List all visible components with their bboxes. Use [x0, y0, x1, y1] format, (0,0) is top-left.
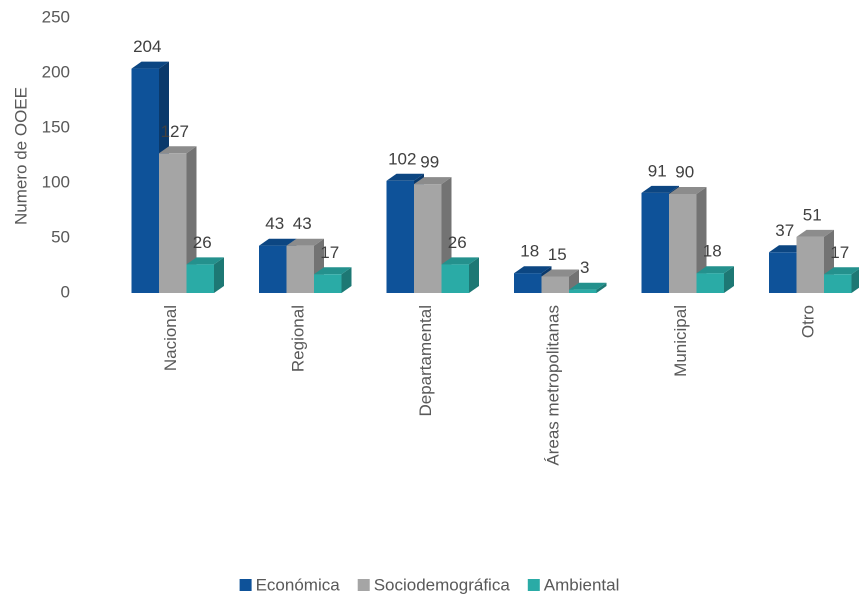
- bar: [514, 273, 542, 293]
- bar-top: [569, 282, 607, 290]
- data-label: 127: [161, 122, 189, 141]
- bar: [314, 274, 342, 293]
- bar-top: [386, 173, 424, 181]
- bar-top: [824, 267, 859, 275]
- bar: [696, 273, 724, 293]
- bar-side: [341, 267, 352, 293]
- data-label: 43: [293, 214, 312, 233]
- data-label: 204: [133, 37, 161, 56]
- x-tick-label: Nacional: [161, 305, 180, 371]
- bar: [131, 68, 159, 293]
- bar-top: [641, 185, 679, 193]
- data-label: 18: [703, 242, 722, 261]
- bar: [569, 289, 597, 293]
- y-axis-title: Numero de OOEE: [11, 87, 30, 225]
- data-label: 91: [648, 161, 667, 180]
- bar-3d: [286, 238, 324, 293]
- bar-top: [441, 257, 479, 265]
- x-tick-label: Departamental: [416, 305, 435, 417]
- bar: [441, 264, 469, 293]
- bar: [386, 180, 414, 293]
- bar-3d: [314, 267, 352, 293]
- data-label: 99: [420, 153, 439, 172]
- data-label: 17: [320, 243, 339, 262]
- y-tick-label: 200: [42, 62, 70, 81]
- bar-top: [131, 61, 169, 69]
- legend-label: Ambiental: [544, 575, 620, 594]
- data-label: 43: [265, 214, 284, 233]
- data-label: 26: [448, 233, 467, 252]
- legend-swatch: [239, 579, 252, 591]
- bar-side: [186, 146, 197, 293]
- bar: [824, 274, 852, 293]
- bar-top: [696, 266, 734, 274]
- bar-3d: [441, 257, 479, 293]
- bar-3d: [669, 187, 707, 293]
- bar-top: [514, 266, 552, 274]
- data-label: 18: [520, 242, 539, 261]
- bar: [669, 194, 697, 293]
- bar-top: [286, 238, 324, 246]
- data-label: 15: [548, 245, 567, 264]
- x-tick-label: Áreas metropolitanas: [544, 305, 563, 466]
- bar-top: [669, 187, 707, 194]
- x-tick-label: Municipal: [671, 305, 690, 377]
- x-tick-label: Regional: [289, 305, 308, 372]
- data-label: 37: [775, 221, 794, 240]
- legend-swatch: [357, 579, 370, 591]
- bar-3d: [541, 269, 579, 293]
- y-tick-label: 0: [61, 282, 70, 301]
- bar: [541, 276, 569, 293]
- bar-side: [724, 266, 734, 293]
- y-tick-label: 50: [51, 227, 70, 246]
- bar: [769, 252, 797, 293]
- bar: [796, 236, 824, 293]
- legend-swatch: [527, 579, 540, 591]
- bar-side: [696, 187, 707, 293]
- data-label: 3: [580, 258, 589, 277]
- data-label: 51: [803, 205, 822, 224]
- bar-3d: [824, 267, 859, 293]
- y-tick-label: 250: [42, 7, 70, 26]
- bar-top: [314, 267, 352, 275]
- bar-side: [596, 282, 607, 293]
- bar-side: [469, 257, 479, 293]
- legend-label: Sociodemográfica: [374, 575, 511, 594]
- bar-top: [414, 177, 452, 185]
- legend-label: Económica: [256, 575, 341, 594]
- bar-top: [259, 238, 297, 246]
- bar-3d: [696, 266, 734, 293]
- bar: [414, 184, 442, 293]
- bar: [641, 192, 669, 293]
- bar-3d: [569, 282, 607, 293]
- bar-top: [796, 229, 834, 237]
- bar-top: [186, 257, 224, 265]
- bar: [159, 153, 187, 293]
- data-label: 26: [193, 233, 212, 252]
- y-tick-label: 150: [42, 117, 70, 136]
- data-label: 17: [830, 243, 849, 262]
- data-label: 90: [675, 162, 694, 181]
- bar: [186, 264, 214, 293]
- bar: [259, 245, 287, 293]
- bar-top: [541, 269, 579, 277]
- bar-3d: [186, 257, 224, 293]
- bar-side: [851, 269, 859, 293]
- bar-3d: [159, 146, 197, 293]
- x-tick-label: Otro: [799, 305, 818, 338]
- bar: [286, 245, 314, 293]
- y-tick-label: 100: [42, 172, 70, 191]
- bar-top: [159, 146, 197, 154]
- data-label: 102: [388, 149, 416, 168]
- bar-side: [214, 257, 224, 293]
